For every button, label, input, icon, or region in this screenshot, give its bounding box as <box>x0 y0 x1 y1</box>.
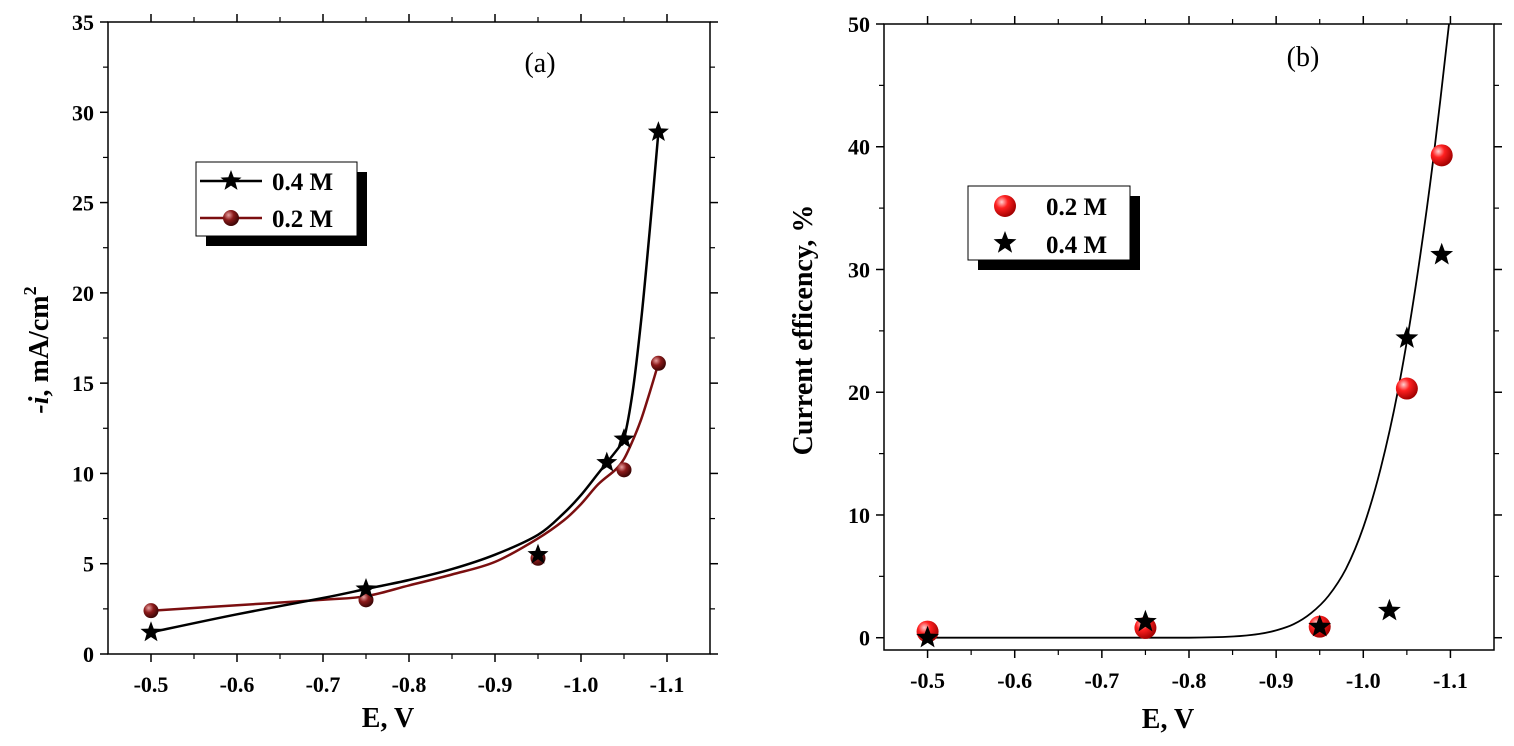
panel-b-x-tick-label: -0.6 <box>997 668 1032 693</box>
data-point-star <box>916 625 939 648</box>
data-point-sphere <box>143 603 159 619</box>
panel-b-x-ticks: -0.5 -0.6 -0.7 -0.8 -0.9 -1.0 -1.1 <box>910 16 1468 693</box>
data-point-sphere <box>616 462 632 478</box>
data-point-sphere <box>650 355 666 371</box>
panel-a-y-tick-label: 15 <box>72 371 94 396</box>
panel-b-x-tick-label: -1.1 <box>1433 668 1468 693</box>
panel-a-label: (a) <box>524 48 555 79</box>
legend-box <box>195 161 358 237</box>
series-line-02M <box>150 362 660 612</box>
fit-curve-line <box>927 24 1450 639</box>
legend-marker-0-2m <box>994 195 1016 217</box>
data-point-sphere <box>1430 144 1453 167</box>
panel-b-fit-curve <box>927 24 1450 639</box>
panel-a-y-axis-title: -i, mA/cm2 <box>20 286 55 413</box>
panel-b-y-tick-label: 40 <box>848 135 870 160</box>
data-point-star <box>1378 598 1401 621</box>
data-point-star <box>527 543 549 564</box>
y-title-unit-part: , mA/cm <box>24 295 55 396</box>
panel-a-x-tick-label: -1.0 <box>564 672 599 697</box>
panel-b-y-tick-label: 30 <box>848 257 870 282</box>
panel-b-y-axis-title: Current efficency, % <box>788 205 819 456</box>
panel-a-markers <box>140 121 669 642</box>
data-point-star <box>647 121 669 141</box>
legend-label-0-4m: 0.4 M <box>1046 232 1107 259</box>
data-point-star <box>140 621 162 642</box>
data-point-star <box>1430 242 1454 265</box>
legend-label-0-4m: 0.4 M <box>272 169 333 196</box>
panel-b: -0.5 -0.6 -0.7 -0.8 -0.9 -1.0 -1.1 0 10 20 30 40 50… <box>788 12 1502 735</box>
panel-b-markers <box>916 144 1454 648</box>
panel-b-x-tick-label: -0.8 <box>1172 668 1207 693</box>
panel-a-y-tick-label: 0 <box>83 642 94 667</box>
data-point-star <box>596 451 618 472</box>
panel-b-y-tick-label: 20 <box>848 380 870 405</box>
legend-label-0-2m: 0.2 M <box>272 206 333 233</box>
panel-a-y-tick-label: 30 <box>72 100 94 125</box>
legend-box <box>967 185 1131 261</box>
data-point-sphere <box>1395 377 1418 400</box>
panel-b-x-tick-label: -0.9 <box>1259 668 1294 693</box>
panel-a-y-tick-label: 20 <box>72 281 94 306</box>
legend-star-icon <box>220 170 242 190</box>
panel-b-y-ticks: 0 10 20 30 40 50 <box>848 12 1502 651</box>
panel-a-curves <box>150 131 660 634</box>
panel-a-x-tick-label: -0.7 <box>306 672 341 697</box>
panel-a-plot-frame <box>107 21 711 655</box>
panel-a-legend: 0.4 M 0.2 M <box>195 161 367 246</box>
panel-a-y-tick-label: 25 <box>72 191 94 216</box>
panel-a-x-tick-label: -0.6 <box>220 672 255 697</box>
panel-a-y-tick-label: 5 <box>83 552 94 577</box>
panel-b-x-tick-label: -1.0 <box>1346 668 1381 693</box>
panel-b-legend: 0.2 M 0.4 M <box>967 185 1140 270</box>
panel-a-x-tick-label: -1.1 <box>650 672 685 697</box>
data-point-star <box>1134 609 1157 632</box>
panel-b-label: (b) <box>1287 42 1320 73</box>
panel-a-x-tick-label: -0.8 <box>392 672 427 697</box>
y-title-superscript: 2 <box>20 286 40 295</box>
legend-marker-0-4m <box>993 231 1017 253</box>
panel-a-x-tick-label: -0.5 <box>134 672 169 697</box>
panel-a-x-tick-label: -0.9 <box>478 672 513 697</box>
panel-b-x-axis-title: E, V <box>1142 704 1194 735</box>
data-point-star <box>1308 614 1332 637</box>
data-point-star <box>613 428 635 448</box>
legend-label-0-2m: 0.2 M <box>1046 194 1107 221</box>
series-line-04M <box>150 131 660 634</box>
y-title-italic-part: -i <box>24 396 55 413</box>
panel-a: -0.5 -0.6 -0.7 -0.8 -0.9 -1.0 -1.1 0 5 10 15 20 25 3… <box>20 10 718 734</box>
data-point-star <box>355 578 377 598</box>
legend-marker-0-4m <box>220 170 242 190</box>
panel-b-y-tick-label: 0 <box>859 626 870 651</box>
legend-star-icon <box>993 231 1017 253</box>
panel-a-x-ticks: -0.5 -0.6 -0.7 -0.8 -0.9 -1.0 -1.1 <box>134 14 685 697</box>
panel-b-y-tick-label: 50 <box>848 12 870 37</box>
panel-a-y-ticks: 0 5 10 15 20 25 30 35 <box>72 10 718 667</box>
panel-b-x-tick-label: -0.7 <box>1084 668 1119 693</box>
panel-a-y-tick-label: 10 <box>72 461 94 486</box>
legend-marker-0-2m <box>223 210 239 226</box>
panel-b-x-tick-label: -0.5 <box>910 668 945 693</box>
panel-b-y-tick-label: 10 <box>848 503 870 528</box>
panel-a-y-tick-label: 35 <box>72 10 94 35</box>
panel-a-x-axis-title: E, V <box>362 703 414 734</box>
data-point-star <box>1395 326 1419 348</box>
